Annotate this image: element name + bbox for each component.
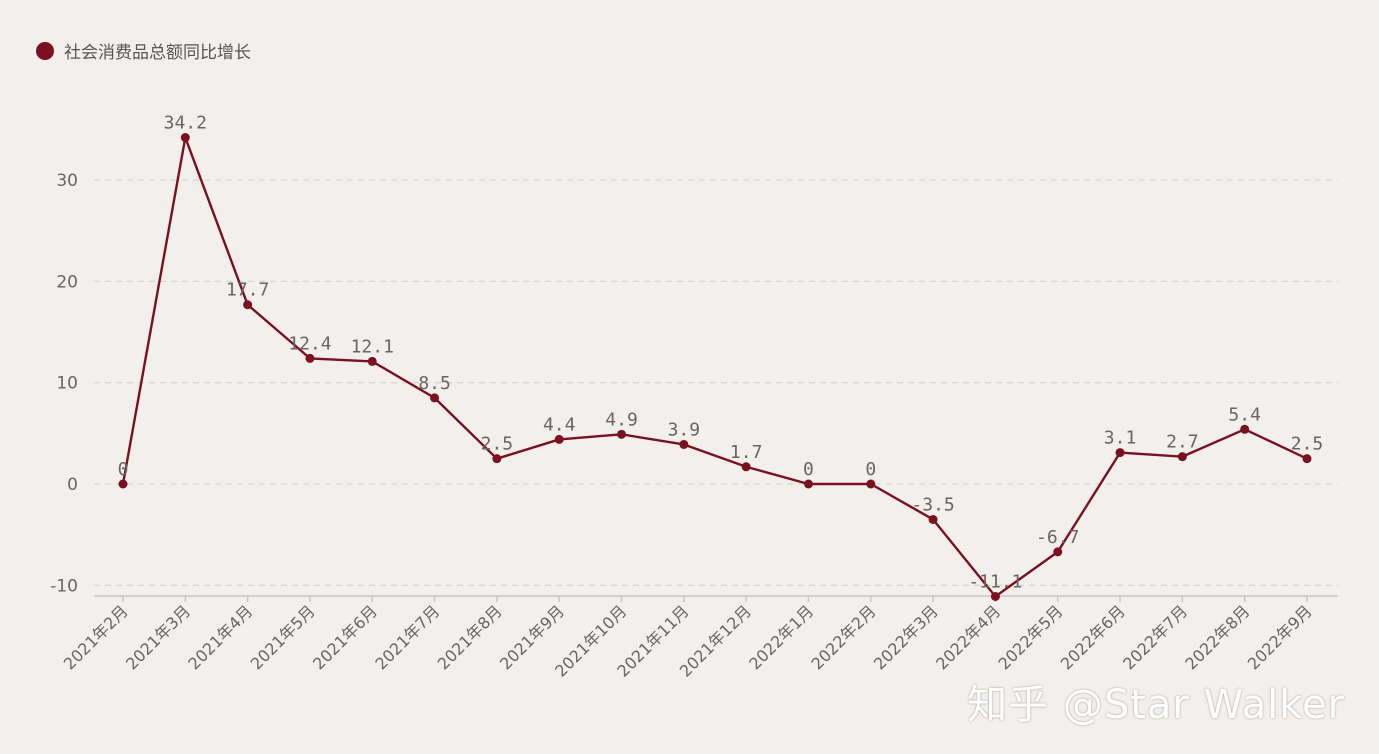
x-tick-label: 2021年5月 <box>247 601 319 673</box>
data-label: 0 <box>865 459 876 480</box>
data-point[interactable] <box>1177 452 1187 462</box>
data-label: 17.7 <box>226 280 269 301</box>
data-label: 5.4 <box>1228 404 1261 425</box>
data-label: 12.4 <box>288 333 331 354</box>
data-labels: 0 34.2 17.7 12.4 12.1 8.5 2.5 4.4 4.9 3.9 1.7 0 0 -3.… <box>118 113 1324 593</box>
legend-circle-icon <box>36 41 54 60</box>
data-label: 1.7 <box>730 442 763 463</box>
data-label: 8.5 <box>418 373 451 394</box>
x-tick-label: 2022年1月 <box>745 601 817 673</box>
data-point[interactable] <box>492 454 502 464</box>
data-point[interactable] <box>928 514 938 524</box>
data-label: -11.1 <box>968 571 1022 592</box>
y-tick-label: 10 <box>56 374 78 394</box>
series-group <box>118 133 1312 601</box>
y-tick-label: 0 <box>67 475 78 495</box>
data-point[interactable] <box>679 439 689 449</box>
data-point[interactable] <box>803 479 813 489</box>
x-tick-label: 2021年7月 <box>371 601 443 673</box>
x-tick-label: 2021年6月 <box>309 601 381 673</box>
grid-lines <box>94 179 1338 586</box>
data-label: 3.1 <box>1104 428 1137 449</box>
y-tick-label: 30 <box>56 171 78 191</box>
data-label: 34.2 <box>164 113 207 134</box>
legend-label: 社会消费品总额同比增长 <box>64 43 251 63</box>
x-tick-label: 2022年6月 <box>1057 601 1129 673</box>
data-point[interactable] <box>367 356 377 366</box>
data-point[interactable] <box>866 479 876 489</box>
data-point[interactable] <box>1240 424 1250 434</box>
data-label: 3.9 <box>668 419 701 440</box>
data-point[interactable] <box>1115 448 1125 458</box>
data-point[interactable] <box>1302 454 1312 464</box>
data-label: 0 <box>118 459 129 480</box>
x-tick-label: 2022年3月 <box>870 601 942 673</box>
x-tick-label: 2021年4月 <box>184 601 256 673</box>
y-tick-label: 20 <box>56 272 78 292</box>
x-axis-ticks: 2021年2月2021年3月2021年4月2021年5月2021年6月2021年… <box>60 596 1316 681</box>
data-label: 12.1 <box>351 336 394 357</box>
data-point[interactable] <box>741 462 751 472</box>
x-tick-label: 2022年4月 <box>932 601 1004 673</box>
data-label: 2.5 <box>481 434 514 455</box>
data-point[interactable] <box>554 434 564 444</box>
x-tick-label: 2022年8月 <box>1181 601 1253 673</box>
x-tick-label: 2021年8月 <box>434 601 506 673</box>
x-tick-label: 2022年7月 <box>1119 601 1191 673</box>
data-point[interactable] <box>430 393 440 403</box>
legend[interactable]: 社会消费品总额同比增长 <box>36 38 251 63</box>
x-tick-label: 2022年9月 <box>1244 601 1316 673</box>
data-label: 2.5 <box>1291 434 1324 455</box>
x-tick-label: 2022年2月 <box>808 601 880 673</box>
data-point[interactable] <box>305 353 315 363</box>
data-label: 4.9 <box>605 409 638 430</box>
x-tick-label: 2021年2月 <box>60 601 132 673</box>
data-label: -6.7 <box>1036 527 1079 548</box>
data-point[interactable] <box>1053 547 1063 557</box>
data-point[interactable] <box>990 591 1000 601</box>
data-label: 0 <box>803 459 814 480</box>
y-tick-label: -10 <box>50 576 78 596</box>
data-point[interactable] <box>118 479 128 489</box>
series-line <box>121 136 1308 598</box>
watermark: 知乎 @Star Walker <box>967 682 1345 728</box>
data-label: 2.7 <box>1166 432 1199 453</box>
data-point[interactable] <box>617 429 627 439</box>
x-tick-label: 2022年5月 <box>995 601 1067 673</box>
data-point[interactable] <box>243 300 253 310</box>
data-label: -3.5 <box>911 494 954 515</box>
y-axis-ticks: -10 0 10 20 30 <box>50 171 78 596</box>
data-point[interactable] <box>180 133 190 143</box>
x-tick-label: 2021年3月 <box>122 601 194 673</box>
data-label: 4.4 <box>543 414 576 435</box>
